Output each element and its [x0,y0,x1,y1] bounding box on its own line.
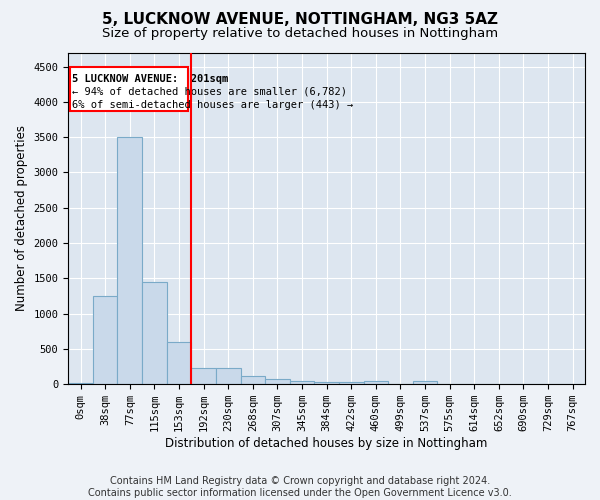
Bar [314,382,339,384]
Text: 5, LUCKNOW AVENUE, NOTTINGHAM, NG3 5AZ: 5, LUCKNOW AVENUE, NOTTINGHAM, NG3 5AZ [102,12,498,28]
Bar [68,383,93,384]
Bar [290,380,314,384]
Bar [265,378,290,384]
Bar [167,342,191,384]
Text: Contains HM Land Registry data © Crown copyright and database right 2024.
Contai: Contains HM Land Registry data © Crown c… [88,476,512,498]
Bar [216,368,241,384]
FancyBboxPatch shape [70,68,188,111]
Bar [339,382,364,384]
Bar [118,137,142,384]
Bar [413,380,437,384]
Bar [364,380,388,384]
X-axis label: Distribution of detached houses by size in Nottingham: Distribution of detached houses by size … [166,437,488,450]
Text: ← 94% of detached houses are smaller (6,782): ← 94% of detached houses are smaller (6,… [72,86,347,97]
Y-axis label: Number of detached properties: Number of detached properties [15,126,28,312]
Bar [191,368,216,384]
Text: 5 LUCKNOW AVENUE:  201sqm: 5 LUCKNOW AVENUE: 201sqm [72,74,228,84]
Bar [241,376,265,384]
Text: Size of property relative to detached houses in Nottingham: Size of property relative to detached ho… [102,28,498,40]
Text: 6% of semi-detached houses are larger (443) →: 6% of semi-detached houses are larger (4… [72,100,353,110]
Bar [142,282,167,384]
Bar [93,296,118,384]
